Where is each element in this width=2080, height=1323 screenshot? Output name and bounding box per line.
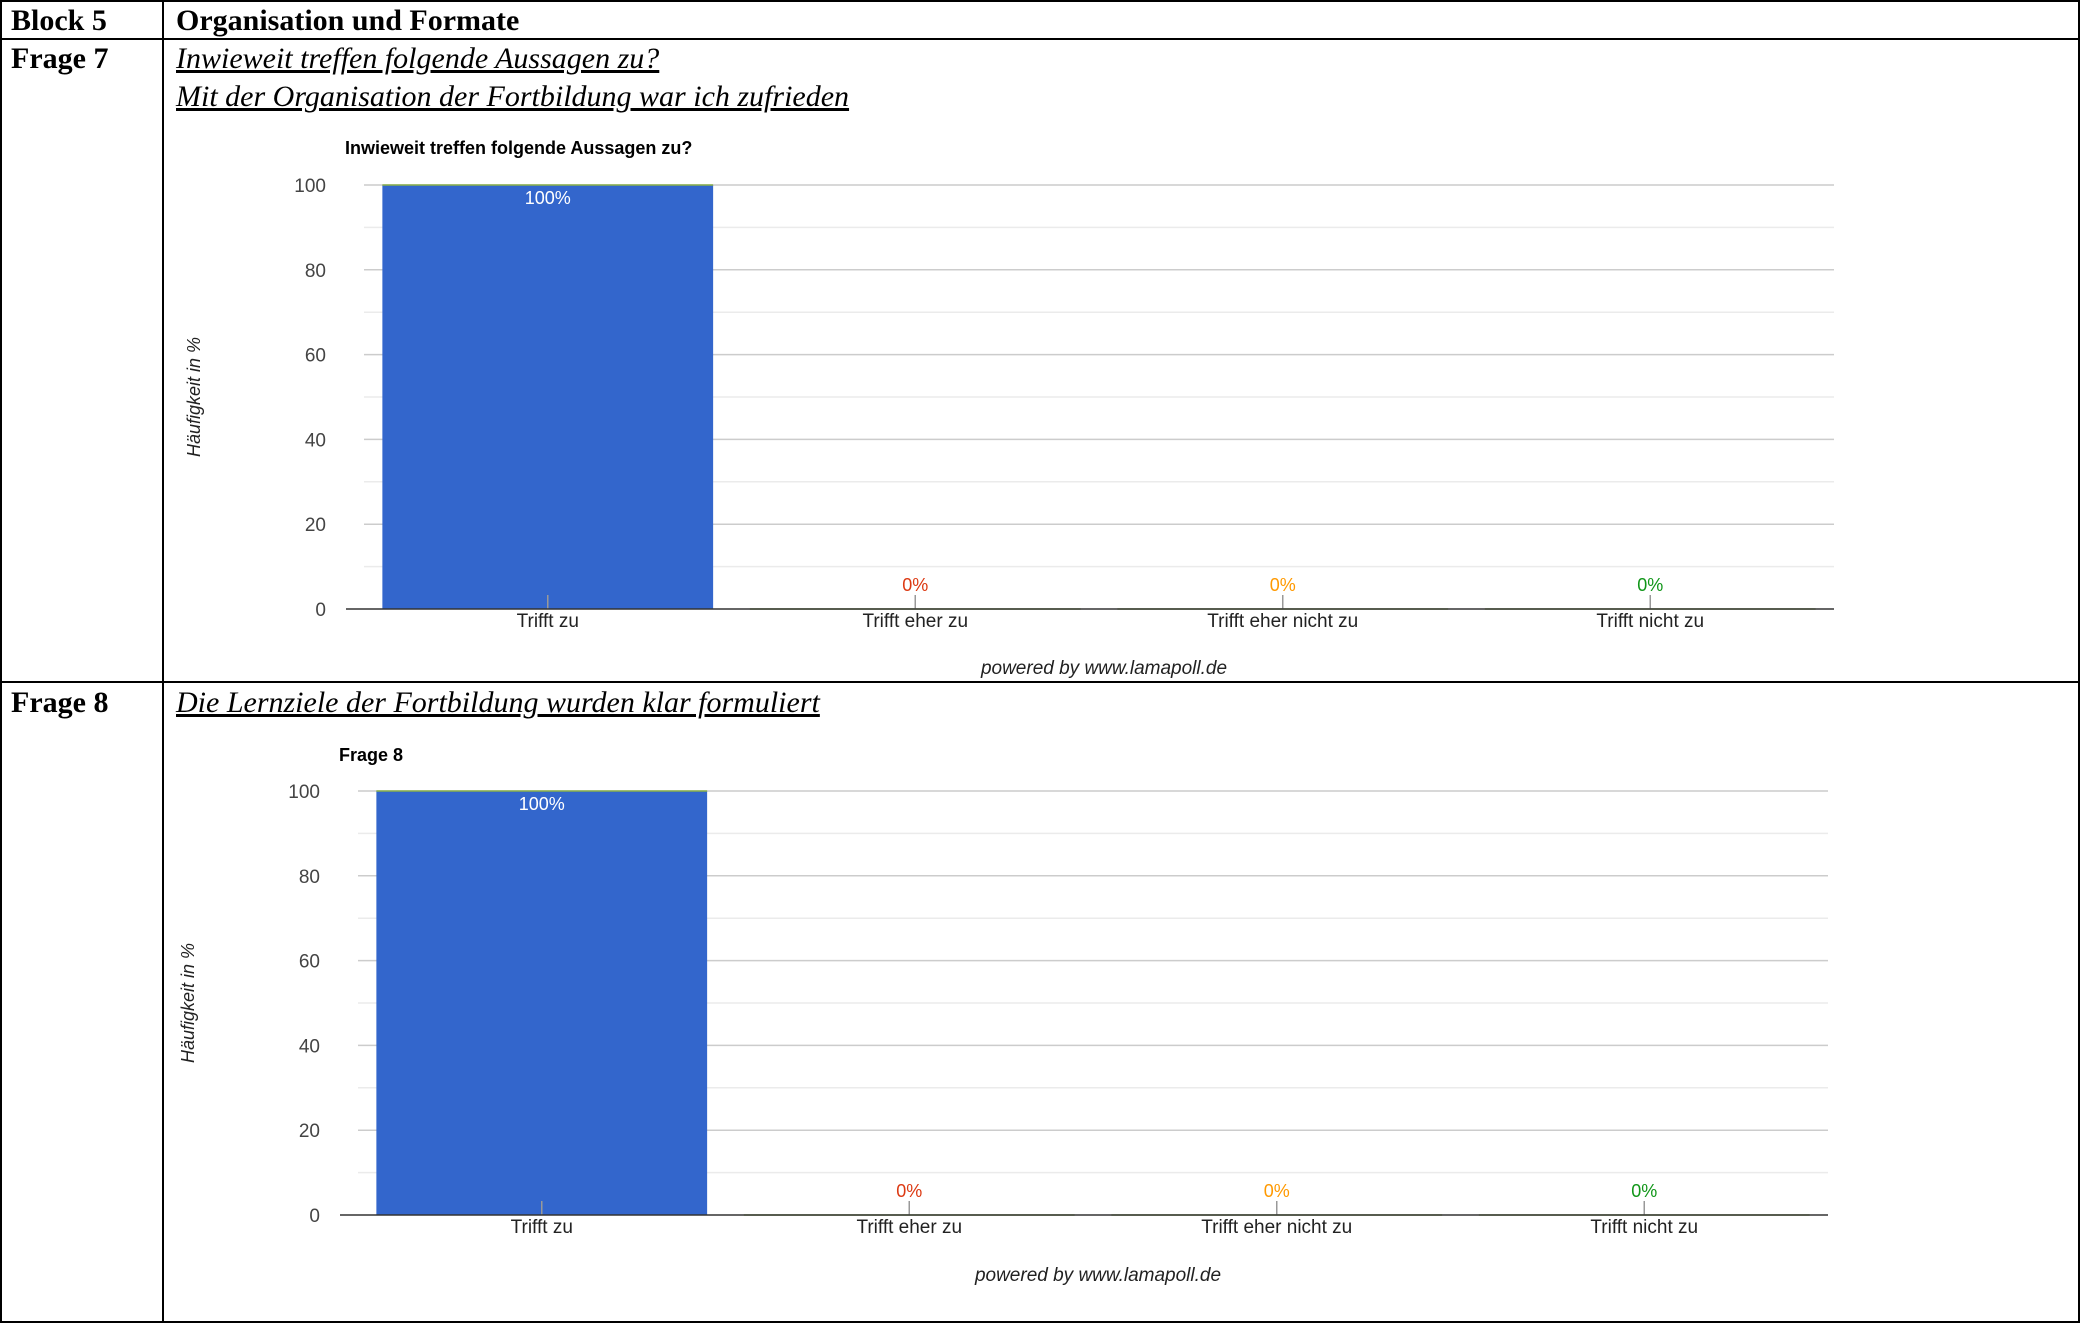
data-label: 0% bbox=[1264, 1181, 1290, 1201]
frage-7-statement: Mit der Organisation der Fortbildung war… bbox=[175, 80, 849, 113]
data-label: 0% bbox=[902, 575, 928, 595]
category-label: Trifft zu bbox=[511, 1217, 573, 1238]
data-label: 100% bbox=[519, 794, 565, 814]
category-label: Trifft eher nicht zu bbox=[1201, 1217, 1352, 1238]
data-label: 0% bbox=[1270, 575, 1296, 595]
chart-title: Inwieweit treffen folgende Aussagen zu? bbox=[345, 138, 692, 158]
bar bbox=[376, 791, 708, 1215]
category-label: Trifft eher zu bbox=[856, 1217, 962, 1238]
chart-title: Frage 8 bbox=[339, 745, 403, 765]
data-label: 0% bbox=[1637, 575, 1663, 595]
frage-8-label: Frage 8 bbox=[11, 686, 108, 719]
block-label: Block 5 bbox=[11, 4, 107, 37]
chart-frage-8: Frage 8 0 20 40 60 80 100 Häufigkeit in % 100% Tr… bbox=[178, 745, 1828, 1286]
frage-8-statement: Die Lernziele der Fortbildung wurden kla… bbox=[175, 686, 821, 719]
powered-by-footer: powered by www.lamapoll.de bbox=[974, 1265, 1221, 1286]
category-label: Trifft nicht zu bbox=[1590, 1217, 1698, 1238]
y-tick-label: 80 bbox=[305, 261, 326, 282]
y-tick-label: 0 bbox=[315, 600, 326, 621]
y-tick-label: 40 bbox=[305, 430, 326, 451]
y-tick-label: 20 bbox=[299, 1121, 320, 1142]
frage-7-label: Frage 7 bbox=[11, 42, 108, 75]
y-axis-label: Häufigkeit in % bbox=[184, 337, 204, 457]
frage-7-question: Inwieweit treffen folgende Aussagen zu? bbox=[175, 42, 659, 75]
y-tick-label: 80 bbox=[299, 867, 320, 888]
y-tick-label: 100 bbox=[294, 176, 326, 197]
powered-by-footer: powered by www.lamapoll.de bbox=[980, 658, 1227, 679]
category-label: Trifft nicht zu bbox=[1596, 611, 1704, 632]
category-label: Trifft eher nicht zu bbox=[1207, 611, 1358, 632]
data-label: 100% bbox=[525, 188, 571, 208]
bar bbox=[382, 185, 714, 609]
data-label: 0% bbox=[1631, 1181, 1657, 1201]
y-tick-label: 100 bbox=[288, 782, 320, 803]
y-tick-label: 40 bbox=[299, 1036, 320, 1057]
data-label: 0% bbox=[896, 1181, 922, 1201]
block-title: Organisation und Formate bbox=[176, 4, 519, 37]
y-tick-label: 20 bbox=[305, 515, 326, 536]
y-tick-label: 60 bbox=[299, 952, 320, 973]
chart-frage-7: Inwieweit treffen folgende Aussagen zu? 0… bbox=[184, 138, 1834, 679]
category-label: Trifft eher zu bbox=[862, 611, 968, 632]
y-tick-label: 0 bbox=[309, 1206, 320, 1227]
y-axis-label: Häufigkeit in % bbox=[178, 943, 198, 1063]
category-label: Trifft zu bbox=[517, 611, 579, 632]
y-tick-label: 60 bbox=[305, 346, 326, 367]
